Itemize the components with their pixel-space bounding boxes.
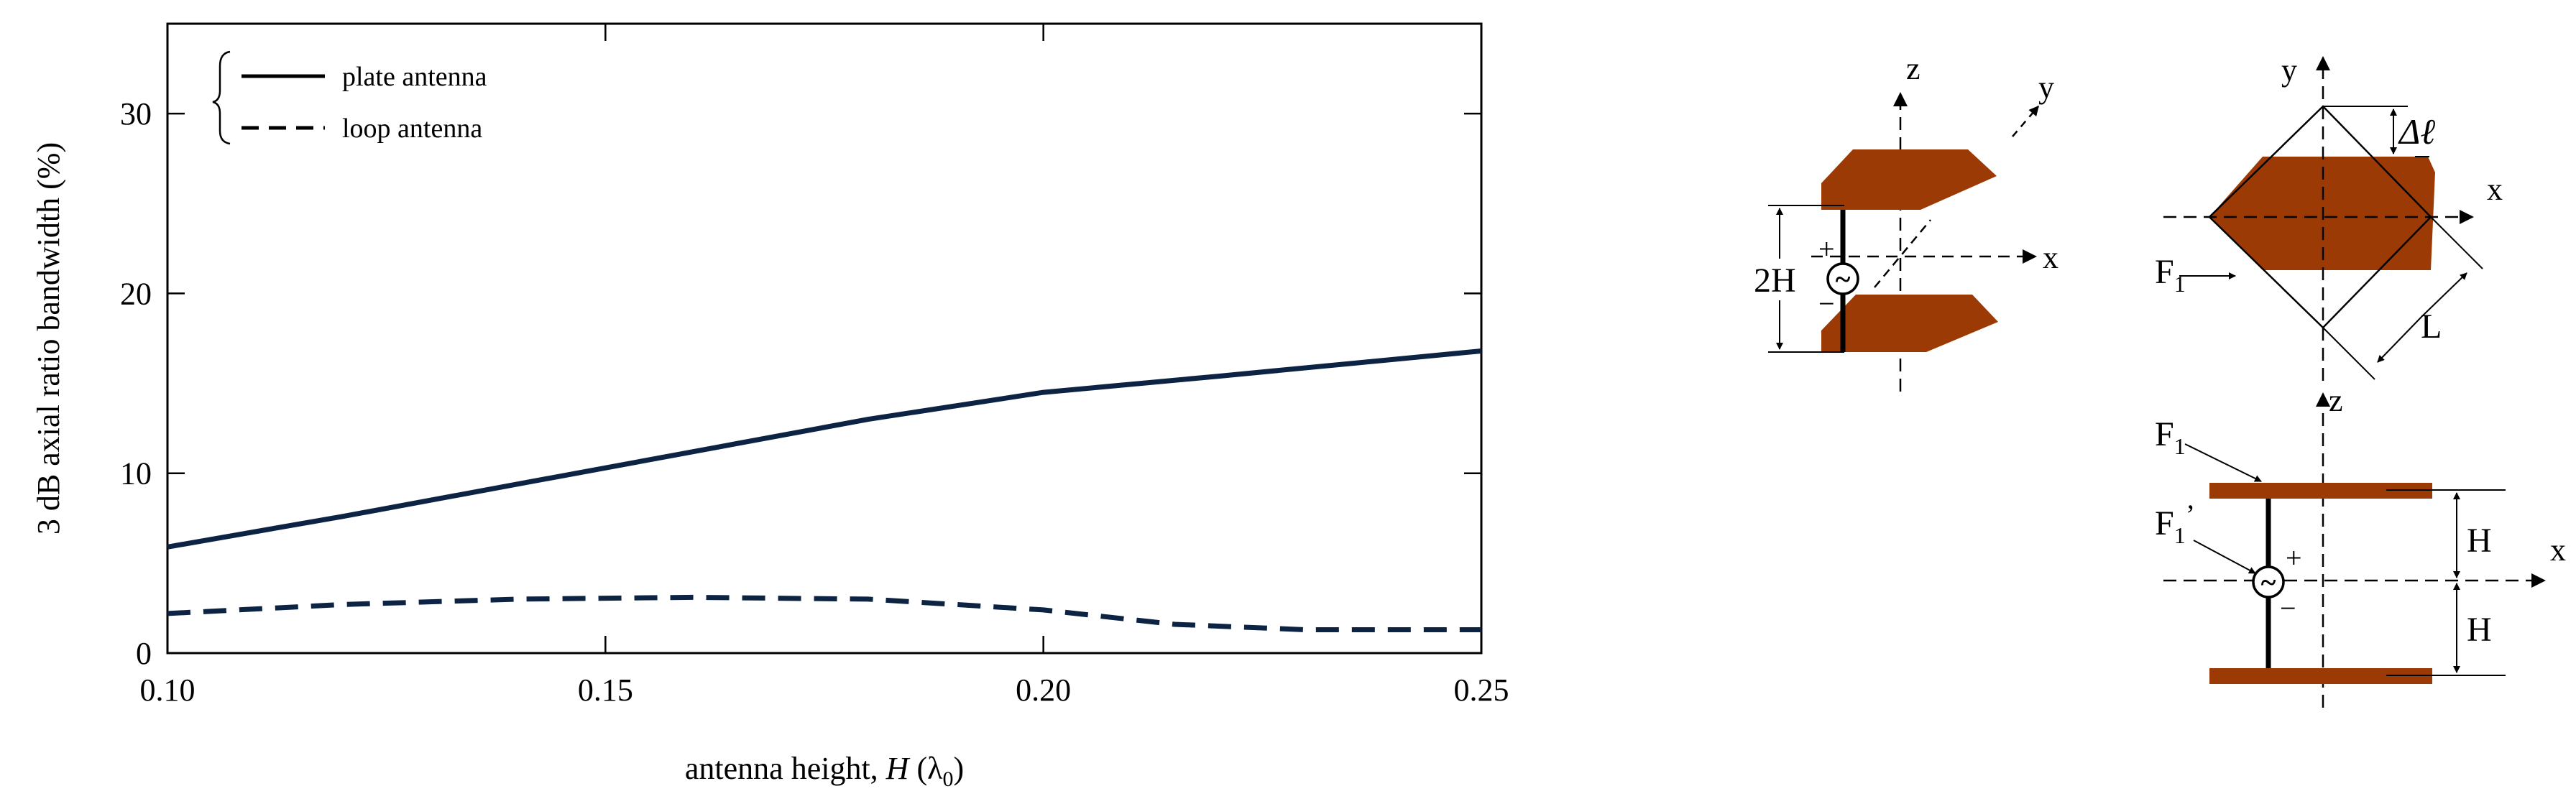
length-dim-a [2421, 272, 2467, 317]
plot-area: 0.10 0.15 0.20 0.25 0 10 20 30 [120, 22, 1509, 708]
top-y-axis-label: y [2281, 52, 2297, 88]
legend: plate antenna loop antenna [212, 50, 487, 145]
side-source-circle [2252, 565, 2285, 598]
side-z-axis-label: z [2329, 383, 2343, 418]
x-tick-label: 0.15 [578, 672, 633, 708]
z-axis-label: z [1906, 51, 1920, 86]
side-minus-sign: − [2280, 592, 2296, 624]
plus-sign: + [1818, 233, 1835, 265]
x-axis-label: antenna height, H (λ0) [685, 751, 964, 791]
side-bottom-plate [2209, 668, 2432, 684]
side-feed1-label: F1 [2155, 415, 2186, 459]
side-feed2-prime: ’ [2186, 499, 2195, 531]
side-source-symbol: ~ [2261, 566, 2276, 598]
y-tick-label: 0 [136, 636, 152, 671]
side-feed1-sub: 1 [2174, 433, 2186, 459]
x-axis-label-var: H [886, 751, 911, 786]
y-axis-line [2012, 105, 2039, 137]
diagonal-axis-line [1874, 219, 1931, 288]
x-axis-ticks: 0.10 0.15 0.20 0.25 [140, 24, 1509, 708]
side-plus-sign: + [2286, 542, 2302, 574]
side-feed1-pointer [2184, 443, 2262, 482]
side-feed2-main: F [2155, 504, 2174, 542]
feed-label-main: F [2155, 253, 2174, 291]
y-axis-ticks: 0 10 20 30 [120, 96, 1481, 671]
y-tick-label: 10 [120, 456, 152, 491]
side-feed1-main: F [2155, 415, 2174, 453]
x-tick-label: 0.20 [1016, 672, 1071, 708]
x-axis-label-close: ) [953, 751, 964, 786]
length-dim-b [2377, 315, 2423, 363]
x-axis-label-sub: 0 [942, 767, 953, 791]
antenna-side-view: z x ~ + − H H F1 F1’ [2155, 383, 2566, 708]
bottom-plate [1821, 295, 1998, 352]
source-circle [1826, 262, 1859, 295]
side-top-plate [2209, 483, 2432, 499]
legend-label-loop: loop antenna [342, 114, 482, 144]
x-axis-label: x [2043, 240, 2058, 275]
side-feed2-pointer [2193, 540, 2256, 574]
length-label: L [2421, 308, 2442, 346]
x-axis-label-text: antenna height, [685, 751, 886, 786]
feed-label: F1 [2155, 253, 2186, 297]
top-x-axis-label: x [2487, 172, 2503, 207]
antenna-3d-view: z y x ~ + − 2H [1754, 51, 2058, 392]
side-feed2-sub: 1 [2174, 522, 2186, 548]
antenna-top-view: y x Δℓ L F1 [2155, 52, 2503, 381]
y-tick-label: 20 [120, 276, 152, 311]
x-tick-label: 0.10 [140, 672, 196, 708]
legend-label-plate: plate antenna [342, 62, 487, 92]
minus-sign: − [1818, 287, 1835, 320]
series-line-loop [167, 594, 1481, 632]
plot-frame [166, 22, 1483, 655]
side-feed2-label: F1’ [2155, 499, 2195, 548]
y-tick-label: 30 [120, 96, 152, 131]
y-axis-label: y [2038, 70, 2054, 105]
length-tick-bottom [2322, 327, 2375, 380]
source-symbol: ~ [1836, 263, 1851, 295]
x-tick-label: 0.25 [1454, 672, 1509, 708]
top-plate [1821, 149, 1997, 210]
feed-label-sub: 1 [2174, 271, 2186, 297]
delta-label: Δℓ [2398, 111, 2435, 152]
x-axis-label-unit: (λ [908, 751, 943, 786]
height-label: 2H [1754, 262, 1796, 300]
series-layer [167, 348, 1482, 632]
length-tick-right [2430, 216, 2483, 269]
side-h-bottom-label: H [2467, 611, 2492, 649]
side-x-axis-label: x [2550, 532, 2566, 568]
legend-brace [212, 50, 231, 145]
side-h-top-label: H [2467, 522, 2492, 560]
y-axis-label: 3 dB axial ratio bandwidth (%) [31, 142, 66, 535]
series-line-plate [167, 348, 1482, 550]
